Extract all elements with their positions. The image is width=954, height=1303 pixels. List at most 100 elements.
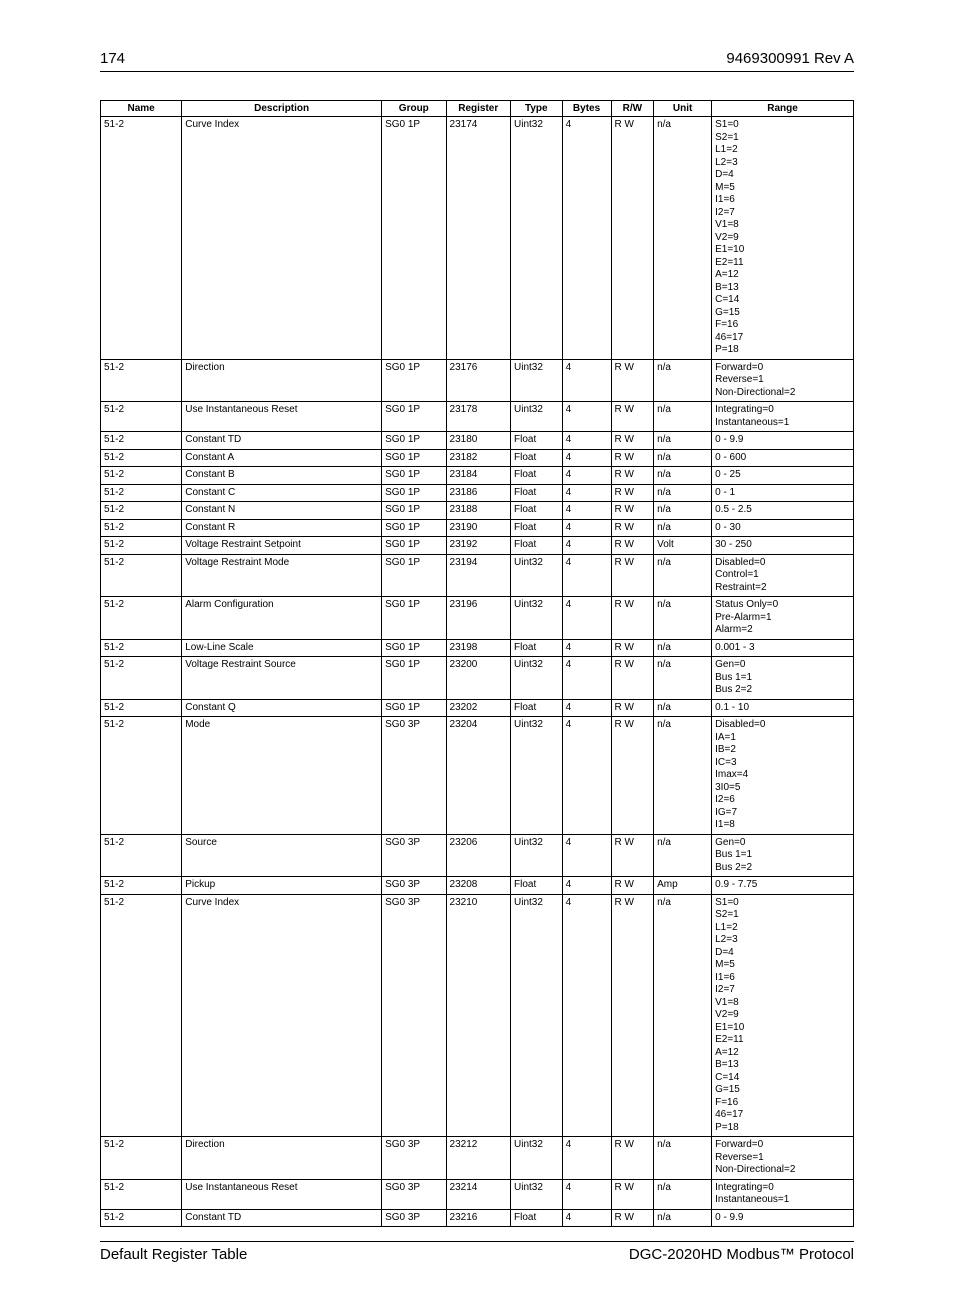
table-cell: 4 — [562, 467, 611, 485]
table-cell: 4 — [562, 449, 611, 467]
table-cell: R W — [611, 877, 654, 895]
table-cell: 4 — [562, 432, 611, 450]
table-cell: 4 — [562, 657, 611, 700]
table-cell: n/a — [654, 699, 712, 717]
footer-right: DGC-2020HD Modbus™ Protocol — [629, 1246, 854, 1263]
table-cell: Amp — [654, 877, 712, 895]
table-cell: Integrating=0Instantaneous=1 — [712, 1179, 854, 1209]
table-cell: 23186 — [446, 484, 510, 502]
table-cell: Alarm Configuration — [182, 597, 382, 640]
table-cell: 23206 — [446, 834, 510, 877]
table-cell: 4 — [562, 894, 611, 1137]
table-body: 51-2Curve IndexSG0 1P23174Uint324R Wn/aS… — [101, 117, 854, 1227]
table-cell: 0 - 30 — [712, 519, 854, 537]
table-row: 51-2Constant QSG0 1P23202Float4R Wn/a0.1… — [101, 699, 854, 717]
table-cell: Voltage Restraint Setpoint — [182, 537, 382, 555]
table-header-cell: R/W — [611, 101, 654, 117]
table-cell: 23178 — [446, 402, 510, 432]
table-cell: 4 — [562, 597, 611, 640]
table-cell: R W — [611, 699, 654, 717]
page: 174 9469300991 Rev A NameDescriptionGrou… — [0, 0, 954, 1303]
table-cell: 4 — [562, 877, 611, 895]
table-cell: Float — [511, 1209, 563, 1227]
table-cell: n/a — [654, 117, 712, 360]
table-cell: Uint32 — [511, 359, 563, 402]
table-cell: Constant Q — [182, 699, 382, 717]
table-cell: 23204 — [446, 717, 510, 835]
table-cell: 23198 — [446, 639, 510, 657]
table-cell: Uint32 — [511, 657, 563, 700]
table-row: 51-2ModeSG0 3P23204Uint324R Wn/aDisabled… — [101, 717, 854, 835]
table-cell: 23188 — [446, 502, 510, 520]
table-cell: 23216 — [446, 1209, 510, 1227]
table-row: 51-2Voltage Restraint ModeSG0 1P23194Uin… — [101, 554, 854, 597]
table-cell: n/a — [654, 402, 712, 432]
table-cell: Float — [511, 537, 563, 555]
table-row: 51-2Constant RSG0 1P23190Float4R Wn/a0 -… — [101, 519, 854, 537]
table-cell: SG0 3P — [382, 717, 446, 835]
table-cell: R W — [611, 657, 654, 700]
table-cell: 51-2 — [101, 537, 182, 555]
table-cell: 51-2 — [101, 639, 182, 657]
table-cell: 23208 — [446, 877, 510, 895]
doc-revision: 9469300991 Rev A — [726, 50, 854, 67]
table-cell: 23176 — [446, 359, 510, 402]
table-cell: Float — [511, 484, 563, 502]
table-cell: R W — [611, 1179, 654, 1209]
table-row: 51-2Constant TDSG0 1P23180Float4R Wn/a0 … — [101, 432, 854, 450]
table-cell: 51-2 — [101, 449, 182, 467]
table-cell: 4 — [562, 537, 611, 555]
table-cell: Volt — [654, 537, 712, 555]
table-cell: SG0 3P — [382, 834, 446, 877]
table-header-cell: Register — [446, 101, 510, 117]
page-number: 174 — [100, 50, 125, 67]
table-row: 51-2Constant ASG0 1P23182Float4R Wn/a0 -… — [101, 449, 854, 467]
table-cell: Use Instantaneous Reset — [182, 1179, 382, 1209]
table-cell: 4 — [562, 1209, 611, 1227]
table-header-cell: Unit — [654, 101, 712, 117]
table-cell: 23210 — [446, 894, 510, 1137]
table-cell: R W — [611, 117, 654, 360]
table-cell: n/a — [654, 554, 712, 597]
table-cell: 23182 — [446, 449, 510, 467]
table-cell: Disabled=0IA=1IB=2IC=3Imax=43I0=5I2=6IG=… — [712, 717, 854, 835]
table-cell: Gen=0Bus 1=1Bus 2=2 — [712, 834, 854, 877]
table-cell: SG0 1P — [382, 449, 446, 467]
table-cell: R W — [611, 537, 654, 555]
table-cell: Float — [511, 502, 563, 520]
table-cell: 0 - 600 — [712, 449, 854, 467]
table-cell: 51-2 — [101, 519, 182, 537]
table-cell: SG0 1P — [382, 432, 446, 450]
table-cell: 23192 — [446, 537, 510, 555]
table-cell: SG0 3P — [382, 1137, 446, 1180]
footer-left: Default Register Table — [100, 1246, 247, 1263]
table-cell: Float — [511, 467, 563, 485]
table-cell: 23194 — [446, 554, 510, 597]
table-cell: SG0 1P — [382, 519, 446, 537]
table-cell: SG0 3P — [382, 877, 446, 895]
table-cell: Uint32 — [511, 1179, 563, 1209]
table-cell: Low-Line Scale — [182, 639, 382, 657]
table-cell: R W — [611, 484, 654, 502]
table-cell: n/a — [654, 467, 712, 485]
table-cell: SG0 1P — [382, 467, 446, 485]
table-cell: 51-2 — [101, 484, 182, 502]
table-cell: R W — [611, 639, 654, 657]
table-cell: n/a — [654, 484, 712, 502]
table-cell: 23214 — [446, 1179, 510, 1209]
table-cell: R W — [611, 834, 654, 877]
table-cell: 51-2 — [101, 1137, 182, 1180]
table-cell: Forward=0Reverse=1Non-Directional=2 — [712, 1137, 854, 1180]
table-cell: Float — [511, 432, 563, 450]
table-row: 51-2Constant NSG0 1P23188Float4R Wn/a0.5… — [101, 502, 854, 520]
table-cell: 23212 — [446, 1137, 510, 1180]
table-cell: SG0 1P — [382, 537, 446, 555]
table-cell: 51-2 — [101, 894, 182, 1137]
table-cell: R W — [611, 359, 654, 402]
table-cell: 51-2 — [101, 117, 182, 360]
table-cell: 23174 — [446, 117, 510, 360]
table-cell: Constant TD — [182, 432, 382, 450]
table-cell: n/a — [654, 1137, 712, 1180]
table-cell: n/a — [654, 502, 712, 520]
table-cell: SG0 1P — [382, 639, 446, 657]
